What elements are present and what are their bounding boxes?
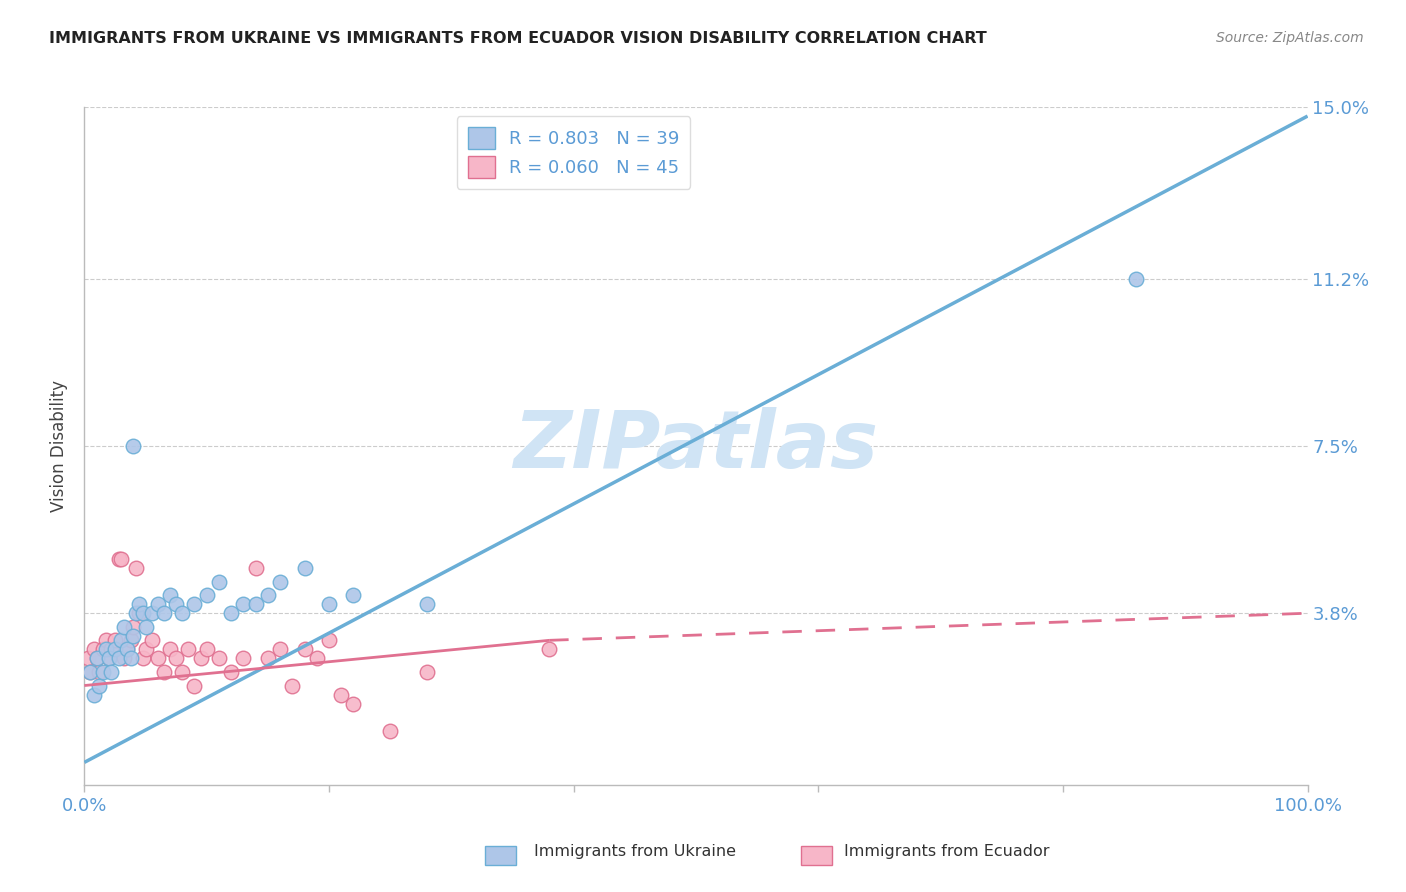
Point bbox=[318, 633, 340, 648]
Point bbox=[416, 597, 439, 611]
Point bbox=[115, 642, 138, 657]
Point bbox=[122, 620, 145, 634]
Point bbox=[159, 588, 181, 602]
Point bbox=[172, 606, 194, 620]
Point bbox=[146, 651, 169, 665]
Point bbox=[294, 642, 316, 657]
Point bbox=[100, 642, 122, 657]
Point bbox=[141, 606, 163, 620]
Legend: R = 0.803   N = 39, R = 0.060   N = 45: R = 0.803 N = 39, R = 0.060 N = 45 bbox=[457, 116, 690, 189]
Point bbox=[245, 597, 267, 611]
Point bbox=[165, 651, 187, 665]
Point bbox=[318, 597, 340, 611]
Point bbox=[232, 597, 254, 611]
Point bbox=[112, 620, 135, 634]
Point bbox=[96, 642, 118, 657]
Point bbox=[83, 642, 105, 657]
Point bbox=[115, 642, 138, 657]
Point bbox=[86, 651, 108, 665]
Point bbox=[107, 651, 129, 665]
Point bbox=[416, 665, 439, 679]
Text: Immigrants from Ukraine: Immigrants from Ukraine bbox=[534, 845, 737, 859]
Point bbox=[122, 629, 145, 643]
Point bbox=[146, 597, 169, 611]
Point bbox=[281, 679, 304, 693]
Point bbox=[219, 665, 242, 679]
Text: Source: ZipAtlas.com: Source: ZipAtlas.com bbox=[1216, 31, 1364, 45]
Point bbox=[125, 561, 148, 575]
Text: IMMIGRANTS FROM UKRAINE VS IMMIGRANTS FROM ECUADOR VISION DISABILITY CORRELATION: IMMIGRANTS FROM UKRAINE VS IMMIGRANTS FR… bbox=[49, 31, 987, 46]
Point bbox=[125, 606, 148, 620]
Point bbox=[120, 651, 142, 665]
Point bbox=[91, 642, 114, 657]
Point bbox=[97, 651, 120, 665]
Point bbox=[77, 651, 100, 665]
Point bbox=[79, 665, 101, 679]
Point bbox=[165, 597, 187, 611]
Point bbox=[245, 561, 267, 575]
Point bbox=[104, 642, 127, 657]
Point bbox=[208, 574, 231, 589]
Point bbox=[380, 723, 402, 738]
Point bbox=[83, 688, 105, 702]
Point bbox=[96, 633, 118, 648]
Point bbox=[112, 651, 135, 665]
Point bbox=[183, 679, 205, 693]
Point bbox=[91, 665, 114, 679]
Point bbox=[87, 679, 110, 693]
Point bbox=[330, 688, 353, 702]
Point bbox=[342, 588, 364, 602]
Point bbox=[141, 633, 163, 648]
Point bbox=[208, 651, 231, 665]
Point bbox=[177, 642, 200, 657]
Point bbox=[183, 597, 205, 611]
Point bbox=[269, 642, 291, 657]
Point bbox=[538, 642, 561, 657]
Text: ZIPatlas: ZIPatlas bbox=[513, 407, 879, 485]
Point bbox=[195, 642, 218, 657]
Point bbox=[135, 620, 157, 634]
Point bbox=[159, 642, 181, 657]
Point bbox=[104, 633, 127, 648]
Point bbox=[195, 588, 218, 602]
Point bbox=[135, 642, 157, 657]
Point bbox=[269, 574, 291, 589]
Point bbox=[122, 439, 145, 453]
Point bbox=[107, 552, 129, 566]
Point bbox=[172, 665, 194, 679]
Point bbox=[100, 665, 122, 679]
Point bbox=[219, 606, 242, 620]
Point bbox=[132, 651, 155, 665]
Point bbox=[232, 651, 254, 665]
Point bbox=[87, 665, 110, 679]
Point bbox=[190, 651, 212, 665]
Point bbox=[153, 606, 176, 620]
Point bbox=[257, 588, 280, 602]
Point bbox=[110, 552, 132, 566]
Y-axis label: Vision Disability: Vision Disability bbox=[51, 380, 69, 512]
Point bbox=[305, 651, 328, 665]
Point bbox=[128, 597, 150, 611]
Point bbox=[97, 651, 120, 665]
Point bbox=[257, 651, 280, 665]
Point bbox=[1125, 272, 1147, 286]
Text: Immigrants from Ecuador: Immigrants from Ecuador bbox=[844, 845, 1049, 859]
Point bbox=[342, 697, 364, 711]
Point bbox=[153, 665, 176, 679]
Point bbox=[79, 665, 101, 679]
Point bbox=[132, 606, 155, 620]
Point bbox=[86, 651, 108, 665]
Point bbox=[294, 561, 316, 575]
Point bbox=[128, 606, 150, 620]
Point bbox=[110, 633, 132, 648]
Point bbox=[120, 633, 142, 648]
